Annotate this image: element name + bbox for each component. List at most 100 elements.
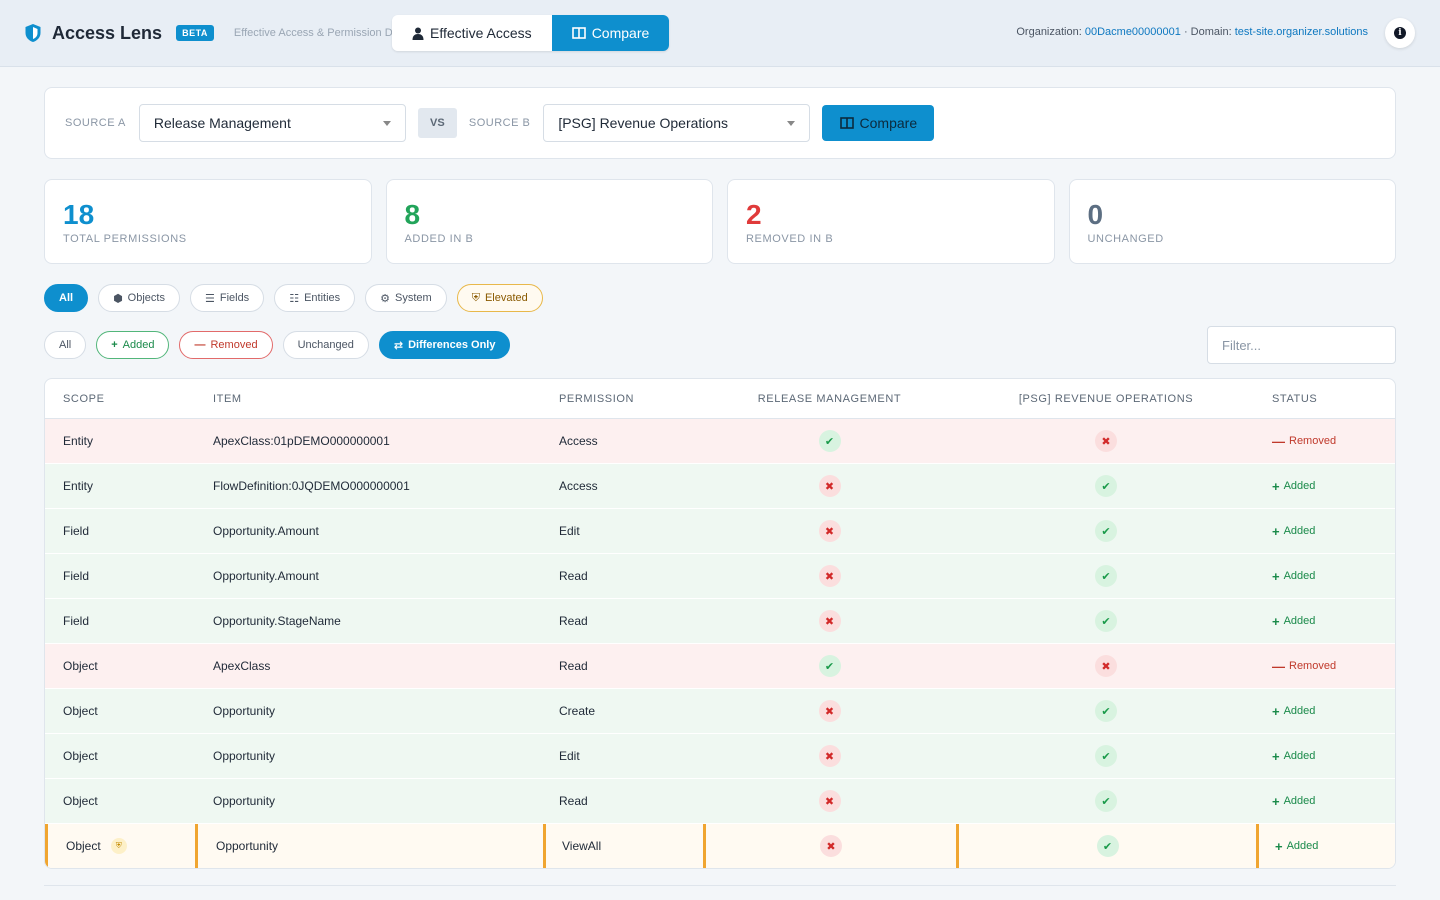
cell-source-a: ✖ xyxy=(703,475,956,497)
info-button[interactable]: i xyxy=(1385,18,1415,48)
table-row[interactable]: Object ⛨ Opportunity ViewAll ✖ ✔ + Added xyxy=(45,824,1395,868)
table-row[interactable]: Object Opportunity Read ✖ ✔ + Added xyxy=(45,779,1395,824)
table-row[interactable]: Field Opportunity.Amount Edit ✖ ✔ + Added xyxy=(45,509,1395,554)
exchange-icon: ⇄ xyxy=(393,339,404,352)
filter-type-elevated[interactable]: ⛨ Elevated xyxy=(456,284,543,312)
cell-source-a: ✖ xyxy=(703,790,956,812)
filter-status-all[interactable]: All xyxy=(44,331,87,359)
header-scope[interactable]: SCOPE xyxy=(63,392,105,405)
shield-icon: ⛨ xyxy=(110,838,127,854)
x-icon: ✖ xyxy=(818,565,841,587)
sitemap-icon: ☷ xyxy=(289,292,300,305)
columns-icon xyxy=(839,117,854,129)
filter-type-system[interactable]: ⚙ System xyxy=(365,284,447,312)
cell-source-b: ✖ xyxy=(956,430,1256,452)
check-icon: ✔ xyxy=(1095,610,1117,632)
logo: Access Lens BETA Effective Access & Perm… xyxy=(24,23,401,44)
filter-type-fields[interactable]: ☰ Fields xyxy=(189,284,265,312)
info-icon: i xyxy=(1394,27,1406,39)
cell-source-b: ✔ xyxy=(956,565,1256,587)
header-permission[interactable]: PERMISSION xyxy=(559,392,635,405)
check-icon: ✔ xyxy=(1096,835,1119,857)
status-label: + Added xyxy=(1272,704,1395,719)
stat-removed: 2 REMOVED IN B xyxy=(727,179,1055,264)
table-row[interactable]: Entity ApexClass:01pDEMO000000001 Access ✔ ✖… xyxy=(45,419,1395,464)
tab-compare-label: Compare xyxy=(591,25,650,41)
table-row[interactable]: Field Opportunity.StageName Read ✖ ✔ + Added xyxy=(45,599,1395,644)
filter-label: Objects xyxy=(127,292,165,304)
cell-scope: Object xyxy=(45,704,195,718)
domain-link[interactable]: test-site.organizer.solutions xyxy=(1234,26,1368,38)
cell-permission: Access xyxy=(559,434,598,448)
filter-type-entities[interactable]: ☷ Entities xyxy=(274,284,356,312)
status-label: + Added xyxy=(1272,794,1395,809)
cell-item: ApexClass xyxy=(213,659,271,673)
x-icon: ✖ xyxy=(818,610,841,632)
check-icon: ✔ xyxy=(818,655,841,677)
domain-label: · Domain: xyxy=(1180,26,1232,38)
scope-text: Field xyxy=(63,524,90,538)
filter-type-all[interactable]: All xyxy=(44,284,89,312)
stats-row: 18 TOTAL PERMISSIONS 8 ADDED IN B 2 REMO… xyxy=(44,179,1396,264)
source-b-select[interactable]: [PSG] Revenue Operations xyxy=(543,104,811,142)
gear-icon: ⚙ xyxy=(380,292,391,305)
app-subtitle: Effective Access & Permission Diff xyxy=(233,27,402,39)
minus-icon: — xyxy=(194,339,206,351)
scope-text: Object xyxy=(66,839,101,853)
cell-source-b: ✔ xyxy=(956,520,1256,542)
compare-button[interactable]: Compare xyxy=(822,105,935,141)
table-row[interactable]: Entity FlowDefinition:0JQDEMO000000001 Acc… xyxy=(45,464,1395,509)
cell-permission: Read xyxy=(559,569,588,583)
header-status[interactable]: STATUS xyxy=(1272,392,1318,405)
status-text: Added xyxy=(1283,570,1316,582)
filter-input[interactable] xyxy=(1207,326,1396,364)
filter-type-objects[interactable]: ⬢ Objects xyxy=(98,284,180,312)
x-icon: ✖ xyxy=(818,790,841,812)
table-row[interactable]: Field Opportunity.Amount Read ✖ ✔ + Added xyxy=(45,554,1395,599)
filter-label: Fields xyxy=(219,292,250,304)
compare-button-label: Compare xyxy=(859,115,918,131)
status-label: — Removed xyxy=(1272,659,1395,674)
table-row[interactable]: Object Opportunity Create ✖ ✔ + Added xyxy=(45,689,1395,734)
cell-scope: Object ⛨ xyxy=(45,824,195,868)
chevron-down-icon xyxy=(787,120,796,126)
cell-status: + Added xyxy=(1256,479,1395,494)
cell-permission: Read xyxy=(559,614,588,628)
filter-label: Elevated xyxy=(484,292,528,304)
check-icon: ✔ xyxy=(1095,790,1117,812)
stat-label: UNCHANGED xyxy=(1087,233,1164,245)
source-selector-card: SOURCE A Release Management VS SOURCE B … xyxy=(44,87,1396,159)
scope-text: Field xyxy=(63,614,90,628)
filter-label: System xyxy=(395,292,432,304)
table-row[interactable]: Object ApexClass Read ✔ ✖ — Removed xyxy=(45,644,1395,689)
filter-status-removed[interactable]: — Removed xyxy=(179,331,273,359)
tab-compare[interactable]: Compare xyxy=(551,15,670,51)
header-source-b[interactable]: [PSG] REVENUE OPERATIONS xyxy=(1018,392,1194,405)
table-row[interactable]: Object Opportunity Edit ✖ ✔ + Added xyxy=(45,734,1395,779)
filter-status-differences[interactable]: ⇄ Differences Only xyxy=(378,331,511,359)
cell-status: + Added xyxy=(1256,794,1395,809)
source-a-select[interactable]: Release Management xyxy=(138,104,406,142)
org-id-link[interactable]: 00Dacme00000001 xyxy=(1084,26,1181,38)
cell-source-a: ✖ xyxy=(703,745,956,767)
cell-source-b: ✖ xyxy=(956,655,1256,677)
cell-status: + Added xyxy=(1256,569,1395,584)
scope-text: Entity xyxy=(63,434,94,448)
header-item[interactable]: ITEM xyxy=(213,392,242,405)
user-icon xyxy=(412,27,424,40)
status-label: + Added xyxy=(1272,749,1395,764)
cell-source-a: ✖ xyxy=(703,520,956,542)
cell-item: ApexClass:01pDEMO000000001 xyxy=(213,434,390,448)
filter-status-added[interactable]: + Added xyxy=(96,331,170,359)
stat-value: 18 xyxy=(63,199,95,230)
header-source-a[interactable]: RELEASE MANAGEMENT xyxy=(757,392,902,405)
status-text: Added xyxy=(1283,480,1316,492)
cell-status: + Added xyxy=(1256,749,1395,764)
cell-status: + Added xyxy=(1256,704,1395,719)
plus-icon: + xyxy=(1272,568,1280,584)
permissions-table: SCOPE ITEM PERMISSION RELEASE MANAGEMENT… xyxy=(44,378,1396,869)
tab-effective-access[interactable]: Effective Access xyxy=(392,15,552,51)
cell-scope: Field xyxy=(45,524,195,538)
filter-status-unchanged[interactable]: Unchanged xyxy=(282,331,369,359)
tab-effective-access-label: Effective Access xyxy=(430,25,532,41)
